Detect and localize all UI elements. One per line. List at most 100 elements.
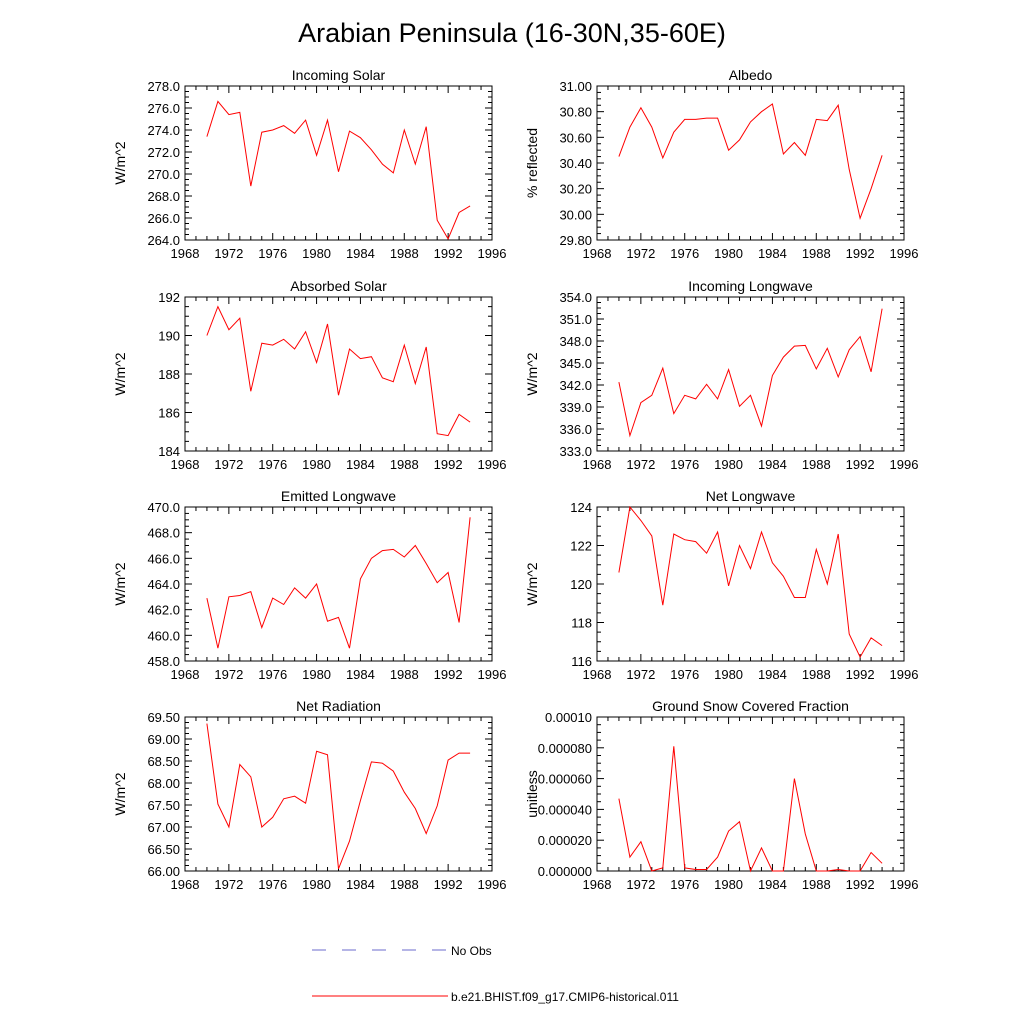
y-tick-label: 118 — [571, 616, 592, 631]
chart-panel: Absorbed Solar W/m^2 1968 1972 1976 1980 1984 1… — [112, 278, 506, 472]
chart-panel: Net Longwave W/m^2 1968 1972 1976 1980 1984 198… — [524, 488, 918, 682]
x-tick-label: 1996 — [890, 457, 919, 472]
x-tick-label: 1984 — [346, 457, 375, 472]
y-tick-label: 270.0 — [147, 167, 180, 182]
x-tick-label: 1996 — [478, 457, 507, 472]
y-axis-label: unitless — [524, 770, 540, 817]
y-axis-label: W/m^2 — [112, 562, 128, 605]
x-tick-label: 1980 — [302, 667, 331, 682]
y-tick-label: 0.000000 — [538, 864, 592, 879]
y-tick-label: 464.0 — [147, 577, 180, 592]
x-tick-label: 1996 — [890, 246, 919, 261]
series-line — [618, 103, 883, 220]
y-tick-label: 116 — [571, 654, 592, 669]
x-tick-label: 1992 — [846, 246, 875, 261]
y-tick-label: 30.20 — [559, 182, 592, 197]
y-tick-label: 190 — [158, 329, 180, 344]
y-tick-label: 274.0 — [147, 123, 180, 138]
y-tick-label: 462.0 — [147, 603, 180, 618]
plot-frame — [184, 85, 493, 241]
y-tick-label: 30.80 — [559, 105, 592, 120]
y-tick-label: 188 — [158, 367, 180, 382]
x-tick-label: 1984 — [758, 246, 787, 261]
x-tick-label: 1976 — [258, 877, 287, 892]
y-tick-label: 278.0 — [147, 79, 180, 94]
y-tick-label: 67.50 — [147, 798, 180, 813]
legend: No Obs b.e21.BHIST.f09_g17.CMIP6-histori… — [312, 944, 679, 1004]
x-tick-label: 1988 — [802, 246, 831, 261]
panel-title: Ground Snow Covered Fraction — [652, 698, 849, 714]
y-axis-label: % reflected — [524, 128, 540, 198]
y-tick-label: 458.0 — [147, 654, 180, 669]
x-tick-label: 1992 — [846, 457, 875, 472]
chart-panel: Emitted Longwave W/m^2 1968 1972 1976 1980 198… — [112, 488, 506, 682]
x-tick-label: 1968 — [171, 457, 200, 472]
x-tick-label: 1972 — [626, 457, 655, 472]
x-tick-label: 1988 — [390, 457, 419, 472]
series-line — [206, 723, 471, 869]
x-tick-label: 1996 — [478, 246, 507, 261]
x-tick-label: 1992 — [434, 457, 463, 472]
x-tick-label: 1980 — [714, 246, 743, 261]
x-tick-label: 1984 — [346, 877, 375, 892]
x-tick-label: 1972 — [214, 667, 243, 682]
series-line — [618, 308, 883, 438]
y-axis-label: W/m^2 — [524, 562, 540, 605]
series-line — [206, 517, 471, 649]
y-tick-label: 69.00 — [147, 732, 180, 747]
panel-grid: Incoming Solar W/m^2 1968 1972 1976 1980 1984 1… — [112, 67, 918, 892]
plot-frame — [184, 506, 493, 662]
y-tick-label: 69.50 — [147, 710, 180, 725]
x-tick-label: 1992 — [846, 667, 875, 682]
y-tick-label: 66.50 — [147, 842, 180, 857]
y-tick-label: 30.00 — [559, 207, 592, 222]
x-tick-label: 1968 — [583, 457, 612, 472]
y-tick-label: 336.0 — [559, 422, 592, 437]
panel-title: Emitted Longwave — [281, 488, 396, 504]
panel-title: Net Radiation — [296, 698, 381, 714]
chart-panel: Incoming Longwave W/m^2 1968 1972 1976 1980 19… — [524, 278, 918, 472]
y-tick-label: 186 — [158, 406, 180, 421]
y-tick-label: 333.0 — [559, 444, 592, 459]
y-tick-label: 31.00 — [559, 79, 592, 94]
x-tick-label: 1996 — [890, 667, 919, 682]
y-tick-label: 276.0 — [147, 101, 180, 116]
x-tick-label: 1988 — [390, 246, 419, 261]
y-tick-label: 68.00 — [147, 776, 180, 791]
x-tick-label: 1976 — [670, 667, 699, 682]
x-tick-label: 1984 — [758, 457, 787, 472]
y-tick-label: 0.000040 — [538, 802, 592, 817]
x-tick-label: 1968 — [583, 667, 612, 682]
x-tick-label: 1976 — [258, 457, 287, 472]
x-tick-label: 1968 — [171, 246, 200, 261]
x-tick-label: 1980 — [302, 246, 331, 261]
x-tick-label: 1972 — [214, 877, 243, 892]
plot-frame — [596, 296, 905, 452]
y-tick-label: 460.0 — [147, 628, 180, 643]
y-tick-label: 184 — [158, 444, 180, 459]
x-tick-label: 1968 — [171, 667, 200, 682]
series-line — [618, 746, 883, 873]
y-tick-label: 468.0 — [147, 526, 180, 541]
x-tick-label: 1992 — [434, 667, 463, 682]
x-tick-label: 1988 — [802, 457, 831, 472]
y-tick-label: 272.0 — [147, 145, 180, 160]
x-tick-label: 1988 — [390, 667, 419, 682]
x-tick-label: 1972 — [626, 877, 655, 892]
y-tick-label: 351.0 — [559, 312, 592, 327]
y-tick-label: 339.0 — [559, 400, 592, 415]
figure-title: Arabian Peninsula (16-30N,35-60E) — [298, 18, 726, 48]
y-tick-label: 124 — [570, 500, 592, 515]
x-tick-label: 1992 — [434, 246, 463, 261]
y-axis-label: W/m^2 — [112, 772, 128, 815]
y-tick-label: 342.0 — [559, 378, 592, 393]
panel-title: Net Longwave — [706, 488, 796, 504]
y-tick-label: 466.0 — [147, 551, 180, 566]
y-tick-label: 29.80 — [559, 233, 592, 248]
panel-title: Incoming Solar — [292, 67, 386, 83]
x-tick-label: 1996 — [478, 877, 507, 892]
plot-frame — [596, 506, 905, 662]
y-axis-label: W/m^2 — [112, 352, 128, 395]
plot-frame — [184, 716, 493, 872]
